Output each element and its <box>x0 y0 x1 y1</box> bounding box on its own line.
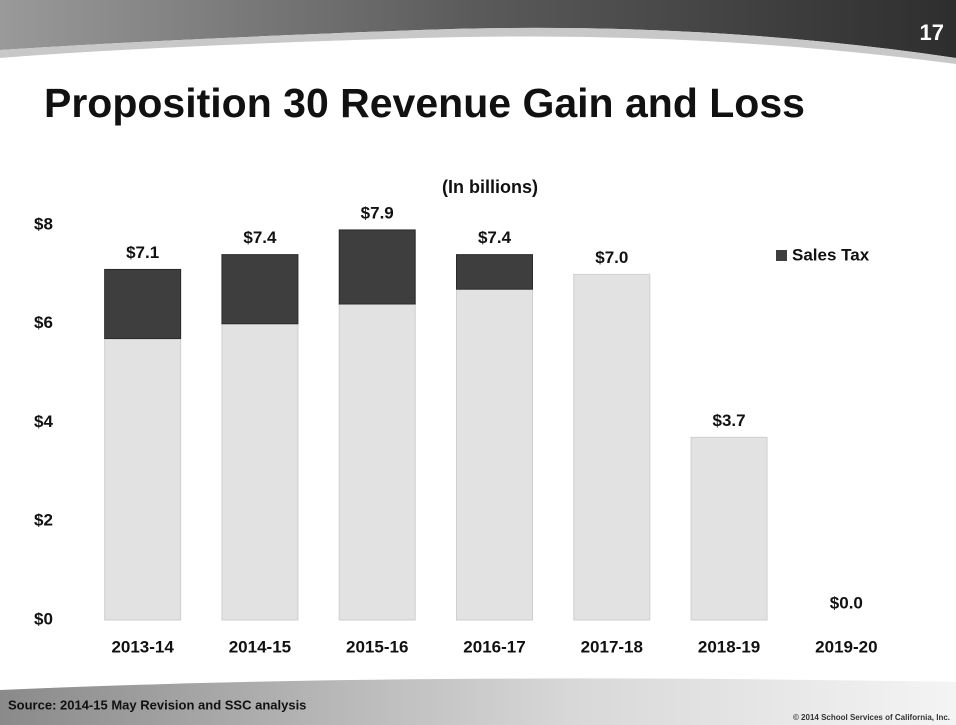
x-tick-label: 2014-15 <box>229 637 291 656</box>
bar-segment <box>338 229 416 305</box>
bar-segment <box>104 338 182 621</box>
bar-segment <box>221 254 299 325</box>
page-number: 17 <box>920 20 944 45</box>
chart-subtitle: (In billions) <box>442 177 538 197</box>
header-swoosh <box>0 27 956 65</box>
header-band <box>0 0 956 58</box>
copyright: © 2014 School Services of California, In… <box>793 713 950 722</box>
legend-swatch <box>776 250 787 261</box>
source-note: Source: 2014-15 May Revision and SSC ana… <box>8 697 306 712</box>
footer-band <box>0 678 956 725</box>
x-tick-label: 2019-20 <box>815 637 877 656</box>
bar-segment <box>573 273 651 621</box>
bar-segment <box>221 323 299 621</box>
y-tick-label: $0 <box>34 609 53 628</box>
total-label: $3.7 <box>713 411 746 430</box>
y-tick-label: $8 <box>34 214 53 233</box>
y-tick-label: $4 <box>34 412 53 431</box>
bar-segment <box>456 288 533 621</box>
chart-title: Proposition 30 Revenue Gain and Loss <box>44 80 805 126</box>
bar-segment <box>456 254 533 290</box>
x-tick-label: 2017-18 <box>581 637 643 656</box>
total-label: $7.0 <box>595 248 628 267</box>
bar-segment <box>690 436 768 621</box>
total-label: $7.1 <box>126 243 159 262</box>
total-label: $0.0 <box>830 593 863 612</box>
y-tick-label: $6 <box>34 313 53 332</box>
total-label: $7.4 <box>243 228 277 247</box>
bar-segment <box>104 268 182 340</box>
bar-segment <box>338 303 416 621</box>
legend-label: Sales Tax <box>792 245 870 264</box>
y-tick-label: $2 <box>34 511 53 530</box>
x-tick-label: 2016-17 <box>463 637 525 656</box>
x-tick-label: 2015-16 <box>346 637 408 656</box>
x-tick-label: 2018-19 <box>698 637 760 656</box>
x-tick-label: 2013-14 <box>111 637 174 656</box>
total-label: $7.9 <box>361 203 394 222</box>
total-label: $7.4 <box>478 228 512 247</box>
